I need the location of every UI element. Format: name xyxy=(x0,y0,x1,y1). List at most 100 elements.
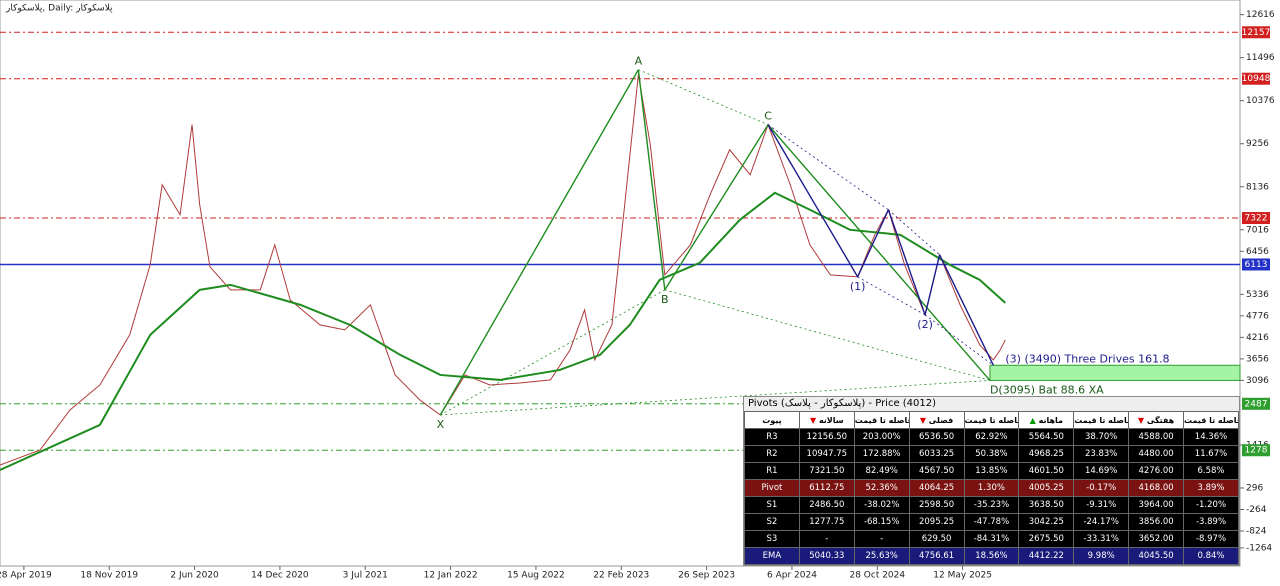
table-cell: -47.78% xyxy=(963,513,1020,531)
table-cell: -1.20% xyxy=(1183,496,1239,514)
chart-title: پلاسکوکار, Daily: پلاسکوکار xyxy=(5,4,113,14)
bat-label: A xyxy=(635,55,643,68)
y-tick-label: 9256 xyxy=(1246,139,1269,149)
table-cell: S3 xyxy=(744,530,800,548)
table-cell: 3638.50 xyxy=(1018,496,1075,514)
level-tag xyxy=(1242,26,1270,39)
bat-leg xyxy=(767,124,991,381)
y-tick-label: 5336 xyxy=(1246,290,1269,300)
drive-leg xyxy=(887,209,926,316)
table-cell: 629.50 xyxy=(908,530,965,548)
table-cell: 6112.75 xyxy=(798,479,855,497)
table-cell: -3.89% xyxy=(1183,513,1239,531)
table-cell: 11.67% xyxy=(1183,445,1239,463)
drive-leg xyxy=(857,209,890,278)
header-cell: فاصله تا قیمت xyxy=(853,411,910,429)
drive-label: (3) (3490) Three Drives 161.8 xyxy=(1005,352,1169,365)
level-tag xyxy=(1242,444,1270,457)
table-cell: 2598.50 xyxy=(908,496,965,514)
table-row: R3 12156.50 203.00% 6536.50 62.92% 5564.50 38.… xyxy=(744,428,1239,446)
table-cell: 5564.50 xyxy=(1018,428,1075,446)
target-zone xyxy=(989,364,1241,381)
table-row: S3- -629.50 -84.31% 2675.50 -33.31% 3652.00 -8… xyxy=(744,530,1239,548)
table-cell: 4601.50 xyxy=(1018,462,1075,480)
table-cell: EMA xyxy=(744,547,800,565)
bat-leg xyxy=(439,69,639,416)
table-cell: 50.38% xyxy=(963,445,1020,463)
header-cell: پیوت xyxy=(744,411,800,429)
pivot-table: پیوت ▼ سالانه فاصله تا قیمت ▼ فصلی فاصله تا … xyxy=(744,411,1239,565)
table-cell: 3652.00 xyxy=(1128,530,1184,548)
table-cell: -68.15% xyxy=(853,513,910,531)
table-cell: 23.83% xyxy=(1073,445,1130,463)
table-row: R1 7321.50 82.49% 4567.50 13.85% 4601.50 14.69… xyxy=(744,462,1239,480)
level-tag xyxy=(1242,72,1270,85)
table-cell: -9.31% xyxy=(1073,496,1130,514)
header-row: پیوت ▼ سالانه فاصله تا قیمت ▼ فصلی فاصله تا … xyxy=(744,411,1239,429)
bat-diagonal xyxy=(664,289,991,381)
y-tick-label: 10376 xyxy=(1246,96,1275,106)
header-cell: ▼ سالانه xyxy=(798,411,855,429)
table-cell: Pivot xyxy=(744,479,800,497)
table-cell: 13.85% xyxy=(963,462,1020,480)
level-label: 10948 xyxy=(1242,74,1271,84)
y-tick-label: 8136 xyxy=(1246,182,1269,192)
table-cell: 62.92% xyxy=(963,428,1020,446)
x-tick-label: 3 Jul 2021 xyxy=(343,571,388,581)
table-cell: 4412.22 xyxy=(1018,547,1075,565)
table-cell: -38.02% xyxy=(853,496,910,514)
y-tick-label: 4216 xyxy=(1246,333,1269,343)
bat-leg xyxy=(637,69,666,290)
table-cell: 172.88% xyxy=(853,445,910,463)
drive-leg xyxy=(767,124,859,278)
table-cell: 52.36% xyxy=(853,479,910,497)
level-label: 6113 xyxy=(1245,260,1268,270)
table-cell: S1 xyxy=(744,496,800,514)
series-line xyxy=(0,191,1006,471)
table-cell: -84.31% xyxy=(963,530,1020,548)
level-tag xyxy=(1242,258,1270,271)
table-cell: 2095.25 xyxy=(908,513,965,531)
table-cell: S2 xyxy=(744,513,800,531)
table-cell: 3964.00 xyxy=(1128,496,1184,514)
bat-leg xyxy=(664,124,769,291)
header-cell: فاصله تا قیمت xyxy=(963,411,1020,429)
table-cell: 5040.33 xyxy=(798,547,855,565)
table-cell: 4480.00 xyxy=(1128,445,1184,463)
table-cell: -8.97% xyxy=(1183,530,1239,548)
table-cell: 6.58% xyxy=(1183,462,1239,480)
pivot-title: Pivots (پلاسکوکار - پلاسک) - Price (4012… xyxy=(744,397,1239,411)
header-cell: ▲ ماهانه xyxy=(1018,411,1075,429)
bat-label: C xyxy=(764,110,772,123)
table-cell: -35.23% xyxy=(963,496,1020,514)
y-tick-label: -1264 xyxy=(1246,543,1272,553)
table-cell: -0.17% xyxy=(1073,479,1130,497)
table-cell: 3.89% xyxy=(1183,479,1239,497)
x-tick-label: 26 Sep 2023 xyxy=(678,571,735,581)
x-tick-label: 28 Apr 2019 xyxy=(0,571,52,581)
y-tick-label: 11496 xyxy=(1246,53,1275,63)
table-cell: 82.49% xyxy=(853,462,910,480)
y-tick-label: 7016 xyxy=(1246,225,1269,235)
table-cell: 9.98% xyxy=(1073,547,1130,565)
x-tick-label: 15 Aug 2022 xyxy=(507,571,565,581)
y-tick-label: 3096 xyxy=(1246,376,1269,386)
table-cell: R2 xyxy=(744,445,800,463)
table-cell: 3856.00 xyxy=(1128,513,1184,531)
y-tick-label: 6456 xyxy=(1246,247,1269,257)
level-label: 12157 xyxy=(1242,28,1271,38)
table-cell: 4276.00 xyxy=(1128,462,1184,480)
bat-label: B xyxy=(661,293,669,306)
table-cell: 7321.50 xyxy=(798,462,855,480)
table-cell: 4045.50 xyxy=(1128,547,1184,565)
table-cell: - xyxy=(853,530,910,548)
x-tick-label: 22 Feb 2023 xyxy=(593,571,649,581)
level-label: 2487 xyxy=(1245,399,1268,409)
table-cell: R3 xyxy=(744,428,800,446)
table-cell: -24.17% xyxy=(1073,513,1130,531)
x-tick-label: 12 Jan 2022 xyxy=(424,571,478,581)
table-cell: - xyxy=(798,530,855,548)
y-tick-label: 296 xyxy=(1246,483,1263,493)
